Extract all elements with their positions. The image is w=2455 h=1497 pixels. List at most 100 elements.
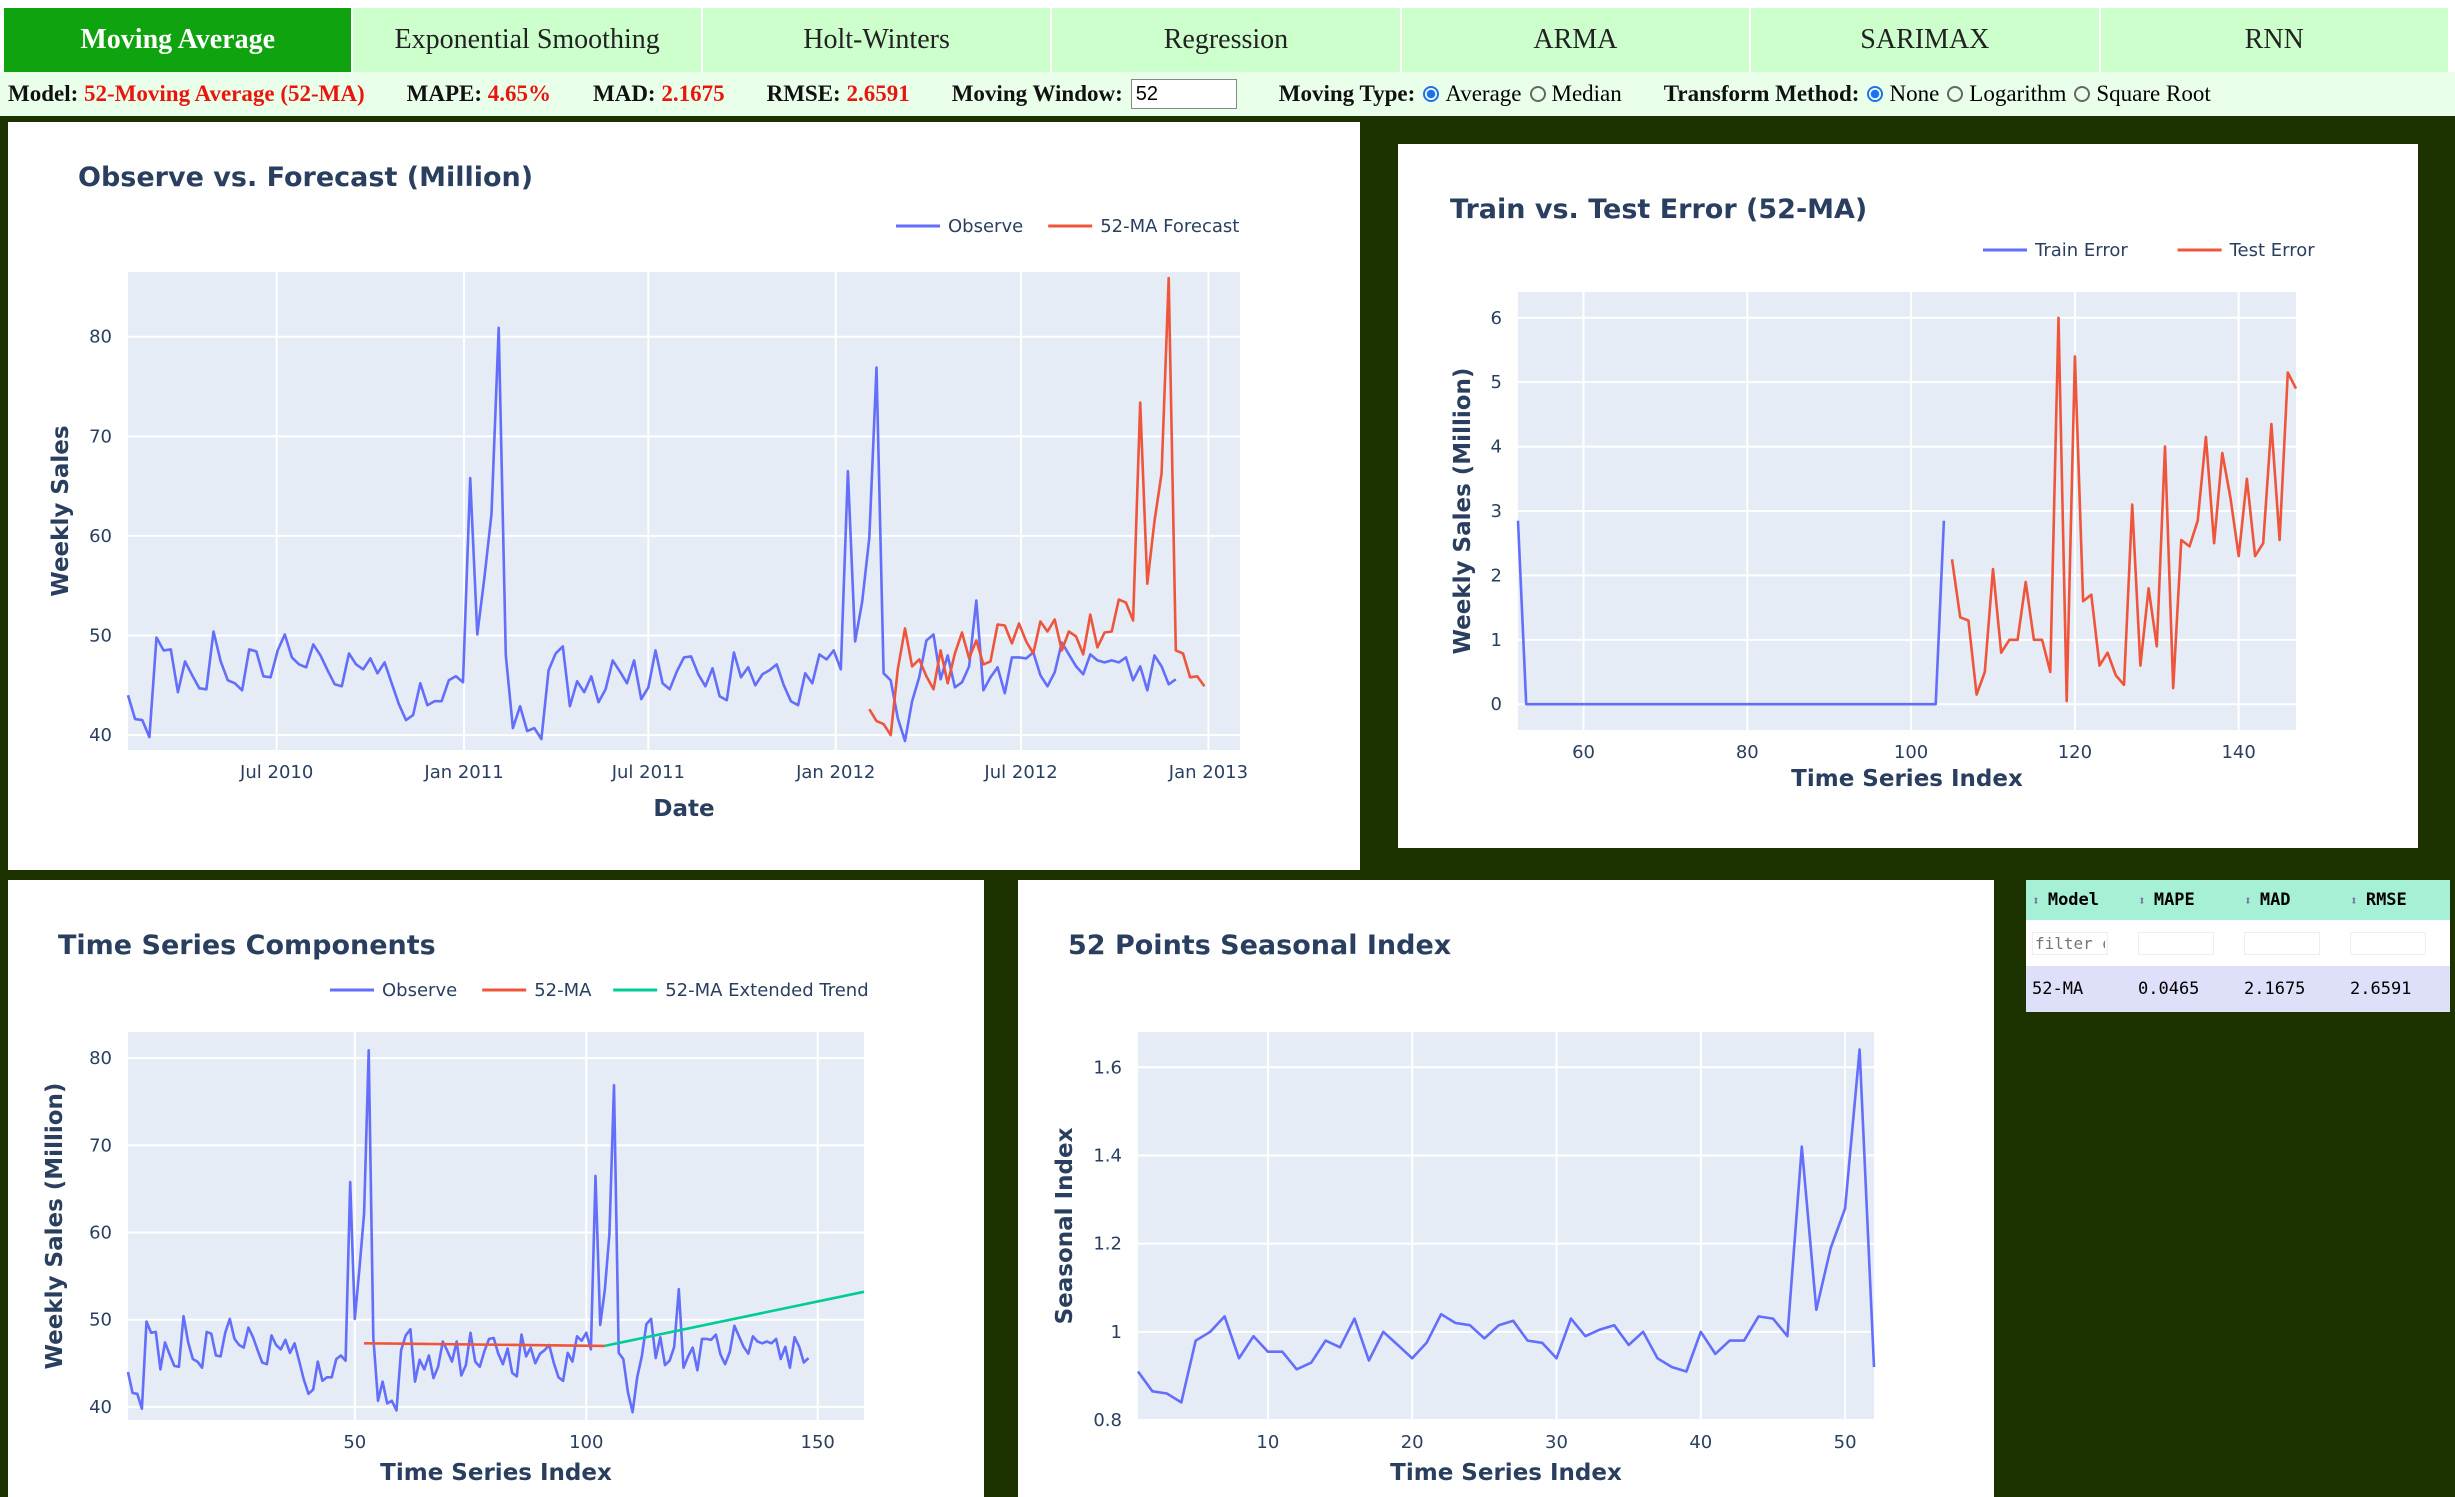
- seasonal-index-chart: 10 20 30 40 50 0.8 1 1.2 1.4 1.6 52 Points Seasona…: [1052, 930, 1876, 1486]
- table-cell-rmse: 2.6591: [2350, 979, 2412, 999]
- y-tick-label: 0: [1491, 694, 1502, 715]
- control-bar: Model: 52-Moving Average (52-MA) MAPE: 4…: [0, 72, 2455, 116]
- y-tick-label: 0.8: [1093, 1410, 1122, 1431]
- y-tick-label: 6: [1491, 308, 1502, 329]
- transform-none-radio[interactable]: None: [1867, 81, 1939, 107]
- radio-selected-icon: [1867, 86, 1884, 102]
- x-tick-label: 30: [1545, 1432, 1568, 1453]
- sort-icon[interactable]: ⬍: [2032, 894, 2040, 909]
- y-tick-label: 40: [89, 1397, 112, 1418]
- plot-area: [1138, 1032, 1874, 1420]
- y-tick-label: 60: [89, 1223, 112, 1244]
- seasonal-index-line: [1136, 1048, 1876, 1404]
- observe-forecast-panel: Jul 2010 Jan 2011 Jul 2011 Jan 2012 Jul 2012…: [8, 122, 1360, 870]
- tab-sarimax[interactable]: SARIMAX: [1751, 8, 2101, 72]
- moving-type-median-radio[interactable]: Median: [1529, 81, 1622, 107]
- seasonal-index-panel: 10 20 30 40 50 0.8 1 1.2 1.4 1.6 52 Points Seasona…: [1018, 880, 1994, 1497]
- y-tick-label: 1.6: [1093, 1057, 1122, 1078]
- tab-rnn[interactable]: RNN: [2100, 8, 2450, 72]
- tab-exponential-smoothing[interactable]: Exponential Smoothing: [353, 8, 703, 72]
- filter-input-mad[interactable]: [2244, 931, 2320, 955]
- radio-unselected-icon: [1529, 86, 1546, 102]
- x-tick-label: 50: [343, 1432, 366, 1453]
- column-header-model[interactable]: ⬍ Model: [2026, 890, 2132, 910]
- sort-icon[interactable]: ⬍: [2138, 894, 2146, 909]
- y-tick-label: 1.4: [1093, 1145, 1122, 1166]
- legend-label: Observe: [948, 216, 1023, 237]
- tab-regression[interactable]: Regression: [1052, 8, 1402, 72]
- x-tick-label: Jan 2013: [1168, 762, 1248, 783]
- y-tick-label: 4: [1491, 437, 1502, 458]
- y-axis-label: Seasonal Index: [1052, 1127, 1078, 1324]
- mape-label: MAPE:: [406, 81, 482, 106]
- tab-moving-average[interactable]: Moving Average: [4, 8, 354, 72]
- column-header-label: Model: [2047, 890, 2100, 910]
- y-tick-label: 1: [1111, 1322, 1122, 1343]
- table-cell-mad: 2.1675: [2244, 979, 2306, 999]
- x-axis-label: Time Series Index: [1791, 766, 2023, 792]
- table-cell-mape: 0.0465: [2138, 979, 2200, 999]
- y-tick-label: 40: [89, 725, 112, 746]
- y-tick-label: 1: [1491, 630, 1502, 651]
- legend-label: 52-MA: [534, 980, 592, 1001]
- legend-label: 52-MA Forecast: [1100, 216, 1239, 237]
- filter-input-rmse[interactable]: [2350, 931, 2426, 955]
- tab-arma[interactable]: ARMA: [1401, 8, 1752, 72]
- transform-label: Transform Method:: [1663, 81, 1860, 106]
- model-tabs: Moving Average Exponential Smoothing Holt-…: [4, 8, 2450, 72]
- x-tick-label: 80: [1736, 742, 1759, 763]
- x-tick-label: Jul 2012: [983, 762, 1057, 783]
- moving-type-average-label: Average: [1445, 81, 1522, 106]
- sort-icon[interactable]: ⬍: [2350, 894, 2358, 909]
- window-label: Moving Window:: [951, 81, 1123, 106]
- y-axis-label: Weekly Sales: [48, 425, 74, 596]
- y-tick-label: 70: [89, 426, 112, 447]
- plot-area: [128, 272, 1240, 750]
- y-tick-label: 80: [89, 327, 112, 348]
- table-cell-model: 52-MA: [2032, 979, 2084, 999]
- moving-type-average-radio[interactable]: Average: [1423, 81, 1522, 107]
- x-tick-label: 120: [2058, 742, 2092, 763]
- legend-label: Train Error: [2034, 240, 2128, 261]
- mad-label: MAD:: [593, 81, 656, 106]
- radio-unselected-icon: [1947, 86, 1964, 102]
- test-error-line: [1950, 316, 2298, 703]
- x-tick-label: 100: [1894, 742, 1928, 763]
- column-header-mape[interactable]: ⬍ MAPE: [2132, 890, 2238, 910]
- model-label: Model:: [8, 81, 79, 106]
- filter-input-mape[interactable]: [2138, 931, 2214, 955]
- x-axis-label: Date: [653, 796, 714, 822]
- x-tick-label: 40: [1689, 1432, 1712, 1453]
- x-tick-label: 150: [801, 1432, 835, 1453]
- sort-icon[interactable]: ⬍: [2244, 894, 2252, 909]
- y-axis-label: Weekly Sales (Million): [1450, 368, 1476, 655]
- x-tick-label: 60: [1572, 742, 1595, 763]
- transform-log-radio[interactable]: Logarithm: [1947, 81, 2066, 107]
- forecast-line: [868, 276, 1206, 737]
- legend-label: Observe: [382, 980, 457, 1001]
- components-chart: 50 100 150 40 50 60 70 80 Time Series Components…: [42, 930, 869, 1486]
- radio-selected-icon: [1423, 86, 1440, 102]
- chart-title: 52 Points Seasonal Index: [1068, 930, 1451, 961]
- moving-window-input[interactable]: [1130, 79, 1237, 109]
- x-tick-label: Jul 2011: [611, 762, 685, 783]
- mape-value: 4.65%: [487, 81, 551, 106]
- transform-sqrt-radio[interactable]: Square Root: [2074, 81, 2211, 107]
- train-test-error-chart: 60 80 100 120 140 0 1 2 3 4 5 6 Train vs. Test Error…: [1450, 194, 2315, 792]
- x-tick-label: 140: [2221, 742, 2255, 763]
- tab-holt-winters[interactable]: Holt-Winters: [702, 8, 1053, 72]
- column-header-label: MAPE: [2153, 890, 2195, 910]
- table-row: 52-MA 0.0465 2.1675 2.6591: [2026, 966, 2450, 1012]
- column-header-mad[interactable]: ⬍ MAD: [2238, 890, 2344, 910]
- x-tick-label: Jul 2010: [239, 762, 313, 783]
- y-tick-label: 60: [89, 526, 112, 547]
- y-tick-label: 5: [1491, 372, 1502, 393]
- filter-input-model[interactable]: [2032, 931, 2108, 955]
- column-header-rmse[interactable]: ⬍ RMSE: [2344, 890, 2450, 910]
- rmse-label: RMSE:: [766, 81, 841, 106]
- x-axis-label: Time Series Index: [1390, 1460, 1622, 1486]
- transform-none-label: None: [1889, 81, 1940, 106]
- legend-label: 52-MA Extended Trend: [665, 980, 868, 1001]
- x-tick-label: 20: [1401, 1432, 1424, 1453]
- column-header-label: RMSE: [2365, 890, 2407, 910]
